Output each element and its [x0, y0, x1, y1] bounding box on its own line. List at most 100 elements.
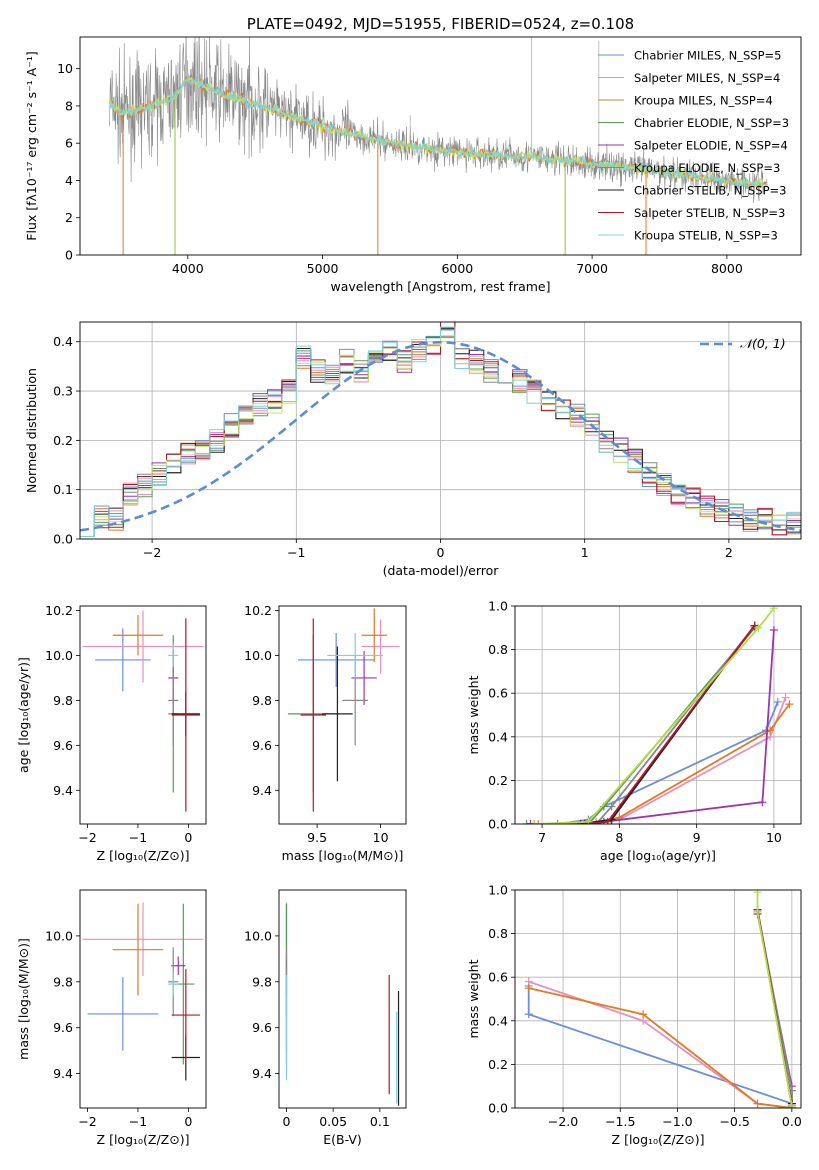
residuals-marks [80, 322, 801, 537]
plus-marker [787, 1101, 796, 1108]
x-tick-label: 0.05 [319, 1114, 347, 1129]
plus-marker [785, 700, 794, 709]
residual-histogram-line [80, 335, 801, 537]
spectrum-frame [79, 36, 802, 256]
legend-label: Kroupa ELODIE, N_SSP=3 [634, 161, 780, 175]
mass_vs_Z-plot: −2 −1 0 9.4 9.6 9.8 10.0 Z [log₁₀(Z/Z⊙)] mass [l… [16, 889, 207, 1147]
y-tick-label: 0.1 [53, 482, 73, 497]
x-tick-label: −2 [78, 1114, 96, 1129]
error-bar-point [171, 618, 200, 812]
y-tick-label: 0.0 [488, 1101, 508, 1116]
y-tick-label: 2 [65, 210, 73, 225]
x-axis-label: Z [log₁₀(Z/Z⊙)] [97, 848, 190, 863]
y-tick-label: 1.0 [488, 599, 508, 614]
y-tick-label: 10.0 [45, 928, 73, 943]
y-tick-label: 0.4 [488, 729, 508, 744]
x-tick-label: 0.0 [782, 1114, 802, 1129]
mass-weight-line [527, 985, 793, 1108]
y-tick-label: 0.4 [53, 334, 73, 349]
y-tick-label: 0.6 [488, 686, 508, 701]
x-axis-label: Z [log₁₀(Z/Z⊙)] [97, 1132, 190, 1147]
legend-label: Salpeter MILES, N_SSP=4 [634, 71, 780, 85]
y-tick-label: 4 [65, 173, 73, 188]
mass-weight-line [534, 697, 787, 824]
plus-marker [526, 820, 535, 824]
x-tick-label: 0.1 [370, 1114, 390, 1129]
x-tick-label: 10 [766, 830, 782, 845]
y-axis-label: mass weight [466, 675, 481, 754]
y-tick-label: 9.8 [252, 693, 272, 708]
x-axis-label: age [log₁₀(age/yr)] [600, 848, 716, 863]
y-tick-label: 10.0 [244, 648, 272, 663]
y-tick-label: 8 [65, 98, 73, 113]
x-axis-label: mass [log₁₀(M/M⊙)] [282, 848, 404, 863]
y-tick-label: 10.2 [45, 603, 73, 618]
y-tick-label: 0.2 [488, 773, 508, 788]
plus-marker [607, 802, 616, 811]
y-tick-label: 9.6 [252, 1020, 272, 1035]
massweight_vs_Z-marks [524, 890, 796, 1108]
error-bar-point [168, 655, 179, 746]
x-tick-label: 7000 [576, 261, 608, 276]
x-tick-label: −1.0 [662, 1114, 692, 1129]
mass-weight-line [534, 625, 756, 824]
y-tick-label: 0.0 [488, 817, 508, 832]
y-tick-label: 9.4 [53, 1066, 73, 1081]
x-tick-label: 0 [184, 1114, 192, 1129]
error-bar-point [87, 977, 159, 1051]
plus-marker [753, 1099, 762, 1108]
mass_vs_Z-frame [79, 889, 207, 1109]
error-bar-point [298, 632, 375, 687]
age_vs_mass-plot: 9.5 10 9.4 9.6 9.8 10.0 10.2 mass [log₁₀(M/M⊙)] [244, 603, 407, 863]
x-tick-label: −2 [78, 830, 96, 845]
residuals-plot: −2 −1 0 1 2 0.0 0.1 0.2 0.3 0.4 (data-model)/error… [24, 321, 802, 578]
x-tick-label: 10 [373, 830, 389, 845]
y-tick-label: 0.6 [488, 970, 508, 985]
y-tick-label: 9.6 [53, 1020, 73, 1035]
mass-weight-line [526, 627, 756, 824]
x-tick-label: 6000 [441, 261, 473, 276]
legend-label: 𝒩(0, 1) [740, 336, 786, 351]
x-tick-label: −1 [287, 545, 305, 560]
normal-curve-line [80, 340, 801, 532]
mass-weight-line [530, 629, 775, 824]
y-tick-label: 9.8 [53, 974, 73, 989]
y-tick-label: 9.4 [53, 783, 73, 798]
plus-marker [753, 907, 762, 916]
mass-weight-line [528, 987, 792, 1108]
error-bar-point [322, 646, 353, 782]
x-tick-label: 0 [184, 830, 192, 845]
plus-marker [522, 820, 531, 824]
legend-label: Chabrier MILES, N_SSP=5 [634, 49, 781, 63]
plus-marker [524, 1010, 533, 1019]
plus-marker [769, 606, 778, 613]
mass-weight-line [534, 607, 775, 824]
x-tick-label: −1.5 [605, 1114, 635, 1129]
y-tick-label: 9.8 [252, 974, 272, 989]
model-spectrum-line [108, 74, 768, 188]
plus-marker [534, 820, 543, 824]
x-tick-label: 5000 [307, 261, 339, 276]
x-tick-label: 9 [693, 830, 701, 845]
x-tick-label: −1 [129, 830, 147, 845]
x-tick-label: −2.0 [548, 1114, 578, 1129]
legend-label: Chabrier ELODIE, N_SSP=3 [634, 116, 789, 130]
y-tick-label: 1.0 [488, 883, 508, 898]
error-bar-point [112, 903, 164, 996]
x-axis-label: (data-model)/error [383, 563, 500, 578]
plus-marker [639, 1010, 648, 1019]
y-tick-label: 10 [57, 61, 73, 76]
y-tick-label: 6 [65, 136, 73, 151]
x-tick-label: 8 [615, 830, 623, 845]
y-axis-label: mass [log₁₀(M/M⊙)] [16, 938, 31, 1060]
massweight_vs_Z-plot: −2.0 −1.5 −1.0 −0.5 0.0 0.0 0.2 0.4 0.6 0.8 1.0 Z [… [466, 883, 802, 1148]
mass_vs_Z-marks [82, 902, 204, 1081]
mass_vs_EBV-marks [285, 902, 400, 1106]
residual-histogram-line [80, 326, 801, 537]
plus-marker [584, 817, 593, 824]
age_vs_mass-frame [278, 605, 407, 825]
y-tick-label: 0.3 [53, 384, 73, 399]
y-tick-label: 0.0 [53, 532, 73, 547]
y-tick-label: 0.2 [53, 433, 73, 448]
